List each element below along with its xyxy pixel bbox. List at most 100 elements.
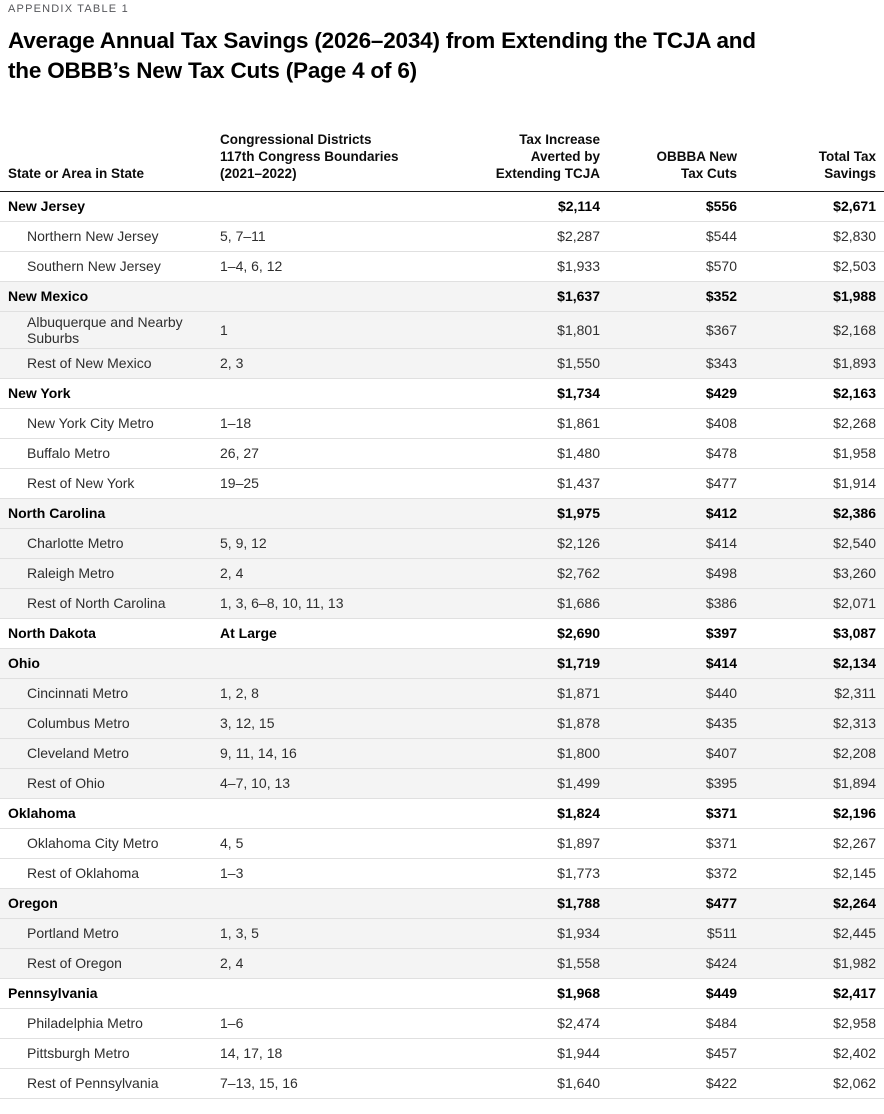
area-cell: Southern New Jersey: [0, 251, 212, 282]
obbba-new-cuts-cell: $386: [600, 588, 737, 619]
area-cell: Rest of Ohio: [0, 768, 212, 799]
tcja-averted-cell: $2,287: [452, 221, 600, 252]
area-cell: Oklahoma: [0, 798, 212, 829]
area-cell: Charlotte Metro: [0, 528, 212, 559]
total-savings-cell: $2,503: [737, 251, 884, 282]
districts-cell: At Large: [212, 618, 452, 649]
districts-cell: 14, 17, 18: [212, 1038, 452, 1069]
districts-cell: 1–4, 6, 12: [212, 251, 452, 282]
area-cell: Albuquerque and Nearby Suburbs: [0, 311, 212, 349]
districts-cell: 1–3: [212, 858, 452, 889]
tcja-averted-cell: $1,933: [452, 251, 600, 282]
districts-cell: 1, 3, 6–8, 10, 11, 13: [212, 588, 452, 619]
obbba-new-cuts-cell: $435: [600, 708, 737, 739]
obbba-new-cuts-cell: $429: [600, 378, 737, 409]
header-total-tax-savings: Total Tax Savings: [737, 86, 884, 192]
area-row: Rest of North Carolina 1, 3, 6–8, 10, 11,…: [0, 588, 884, 619]
area-row: Rest of Oregon 2, 4 $1,558 $424 $1,982: [0, 948, 884, 979]
districts-cell: 2, 4: [212, 558, 452, 589]
obbba-new-cuts-cell: $544: [600, 221, 737, 252]
districts-cell: 2, 4: [212, 948, 452, 979]
total-savings-cell: $2,540: [737, 528, 884, 559]
total-savings-cell: $2,208: [737, 738, 884, 769]
tcja-averted-cell: $1,499: [452, 768, 600, 799]
state-row: Oregon $1,788 $477 $2,264: [0, 888, 884, 919]
total-savings-cell: $1,914: [737, 468, 884, 499]
area-row: Buffalo Metro 26, 27 $1,480 $478 $1,958: [0, 438, 884, 469]
obbba-new-cuts-cell: $457: [600, 1038, 737, 1069]
area-row: Rest of Oklahoma 1–3 $1,773 $372 $2,145: [0, 858, 884, 889]
obbba-new-cuts-cell: $395: [600, 768, 737, 799]
districts-cell: 5, 9, 12: [212, 528, 452, 559]
districts-cell: 1, 3, 5: [212, 918, 452, 949]
state-row: North Dakota At Large $2,690 $397 $3,087: [0, 618, 884, 649]
area-row: Cincinnati Metro 1, 2, 8 $1,871 $440 $2,311: [0, 678, 884, 709]
total-savings-cell: $2,071: [737, 588, 884, 619]
obbba-new-cuts-cell: $414: [600, 528, 737, 559]
state-row: New Jersey $2,114 $556 $2,671: [0, 191, 884, 222]
total-savings-cell: $2,134: [737, 648, 884, 679]
area-row: Oklahoma City Metro 4, 5 $1,897 $371 $2,267: [0, 828, 884, 859]
tcja-averted-cell: $1,637: [452, 281, 600, 312]
tcja-averted-cell: $1,800: [452, 738, 600, 769]
area-cell: Rest of New Mexico: [0, 348, 212, 379]
state-row: New Mexico $1,637 $352 $1,988: [0, 281, 884, 312]
districts-cell: 19–25: [212, 468, 452, 499]
districts-cell: 4–7, 10, 13: [212, 768, 452, 799]
total-savings-cell: $2,168: [737, 311, 884, 349]
area-cell: Rest of New York: [0, 468, 212, 499]
obbba-new-cuts-cell: $477: [600, 888, 737, 919]
districts-cell: 4, 5: [212, 828, 452, 859]
table-body: New Jersey $2,114 $556 $2,671 Northern New J…: [0, 191, 884, 1099]
tcja-averted-cell: $1,801: [452, 311, 600, 349]
area-cell: Cleveland Metro: [0, 738, 212, 769]
area-row: Rest of New York 19–25 $1,437 $477 $1,914: [0, 468, 884, 499]
area-cell: Ohio: [0, 648, 212, 679]
tcja-averted-cell: $1,719: [452, 648, 600, 679]
area-cell: Rest of Oregon: [0, 948, 212, 979]
total-savings-cell: $2,958: [737, 1008, 884, 1039]
districts-cell: [212, 888, 452, 919]
area-row: Albuquerque and Nearby Suburbs 1 $1,801 $36…: [0, 311, 884, 349]
area-row: Rest of Ohio 4–7, 10, 13 $1,499 $395 $1,894: [0, 768, 884, 799]
header-obbba-new-tax-cuts: OBBBA New Tax Cuts: [600, 86, 737, 192]
tcja-averted-cell: $1,773: [452, 858, 600, 889]
tcja-averted-cell: $2,474: [452, 1008, 600, 1039]
tcja-averted-cell: $1,944: [452, 1038, 600, 1069]
area-cell: Rest of Pennsylvania: [0, 1068, 212, 1099]
area-cell: Northern New Jersey: [0, 221, 212, 252]
districts-cell: 1–18: [212, 408, 452, 439]
total-savings-cell: $2,417: [737, 978, 884, 1009]
area-row: Southern New Jersey 1–4, 6, 12 $1,933 $570 $…: [0, 251, 884, 282]
tax-savings-table: State or Area in State Congressional Dis…: [0, 86, 884, 1099]
obbba-new-cuts-cell: $422: [600, 1068, 737, 1099]
tcja-averted-cell: $1,437: [452, 468, 600, 499]
obbba-new-cuts-cell: $371: [600, 798, 737, 829]
area-cell: New York City Metro: [0, 408, 212, 439]
districts-cell: [212, 978, 452, 1009]
tcja-averted-cell: $1,975: [452, 498, 600, 529]
tcja-averted-cell: $2,126: [452, 528, 600, 559]
obbba-new-cuts-cell: $478: [600, 438, 737, 469]
obbba-new-cuts-cell: $424: [600, 948, 737, 979]
state-row: Oklahoma $1,824 $371 $2,196: [0, 798, 884, 829]
area-cell: Pittsburgh Metro: [0, 1038, 212, 1069]
total-savings-cell: $3,087: [737, 618, 884, 649]
state-row: Ohio $1,719 $414 $2,134: [0, 648, 884, 679]
area-cell: Oregon: [0, 888, 212, 919]
tcja-averted-cell: $1,734: [452, 378, 600, 409]
districts-cell: 1: [212, 311, 452, 349]
districts-cell: 26, 27: [212, 438, 452, 469]
area-row: Pittsburgh Metro 14, 17, 18 $1,944 $457 $2,4…: [0, 1038, 884, 1069]
tcja-averted-cell: $1,861: [452, 408, 600, 439]
state-row: New York $1,734 $429 $2,163: [0, 378, 884, 409]
area-row: Cleveland Metro 9, 11, 14, 16 $1,800 $407 $2…: [0, 738, 884, 769]
total-savings-cell: $2,062: [737, 1068, 884, 1099]
total-savings-cell: $2,386: [737, 498, 884, 529]
total-savings-cell: $2,264: [737, 888, 884, 919]
obbba-new-cuts-cell: $367: [600, 311, 737, 349]
obbba-new-cuts-cell: $484: [600, 1008, 737, 1039]
tcja-averted-cell: $1,686: [452, 588, 600, 619]
obbba-new-cuts-cell: $412: [600, 498, 737, 529]
